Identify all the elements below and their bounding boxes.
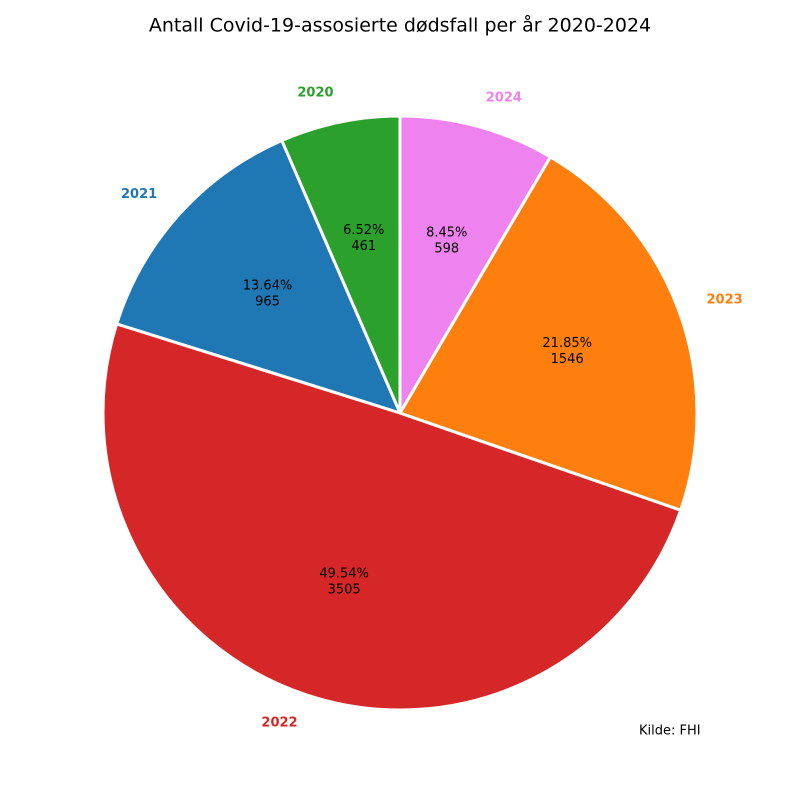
value-label: 3505 bbox=[328, 583, 361, 598]
value-label: 1546 bbox=[551, 352, 584, 367]
percent-label: 8.45% bbox=[426, 226, 467, 241]
percent-label: 6.52% bbox=[343, 223, 384, 238]
wedge-label: 2022 bbox=[261, 716, 297, 731]
wedge-label: 2024 bbox=[486, 90, 522, 105]
percent-label: 49.54% bbox=[319, 567, 369, 582]
wedge-label: 2020 bbox=[297, 86, 333, 101]
pie-wedge bbox=[280, 114, 402, 415]
pie-wedge bbox=[398, 155, 699, 512]
source-note: Kilde: FHI bbox=[639, 724, 701, 739]
wedge-label: 2023 bbox=[707, 292, 743, 307]
value-label: 461 bbox=[351, 239, 376, 254]
value-label: 598 bbox=[434, 242, 459, 257]
value-label: 965 bbox=[255, 294, 280, 309]
percent-label: 21.85% bbox=[542, 336, 592, 351]
percent-label: 13.64% bbox=[243, 278, 293, 293]
chart-title: Antall Covid-19-assosierte dødsfall per … bbox=[149, 14, 651, 37]
pie-wedge bbox=[101, 322, 683, 712]
pie-wedge bbox=[398, 114, 552, 415]
wedge-label: 2021 bbox=[121, 187, 157, 202]
